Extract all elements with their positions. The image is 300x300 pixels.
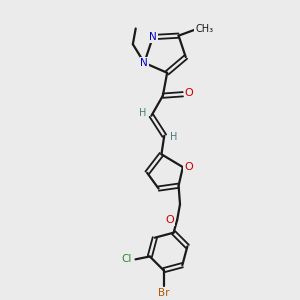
Text: CH₃: CH₃	[195, 23, 213, 34]
Text: Cl: Cl	[122, 254, 132, 264]
Text: O: O	[166, 215, 174, 225]
Text: O: O	[184, 162, 193, 172]
Text: H: H	[170, 132, 177, 142]
Text: H: H	[139, 108, 146, 118]
Text: N: N	[140, 58, 148, 68]
Text: O: O	[185, 88, 194, 98]
Text: N: N	[149, 32, 157, 42]
Text: Br: Br	[158, 288, 169, 298]
